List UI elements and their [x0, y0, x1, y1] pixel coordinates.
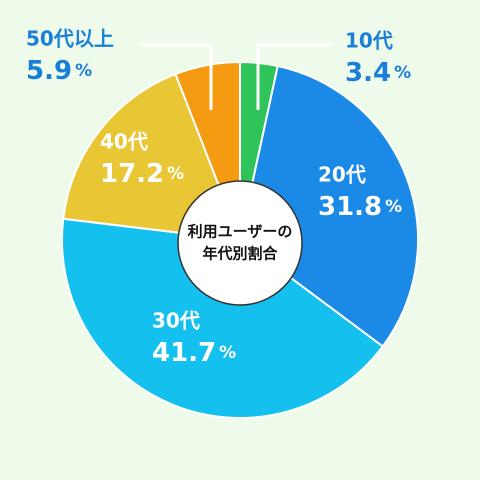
value-number: 3.4 — [345, 58, 391, 88]
center-title: 利用ユーザーの — [188, 223, 293, 241]
leader-line — [140, 43, 213, 110]
category-label: 30代 — [152, 309, 200, 333]
center-circle — [177, 180, 303, 306]
value-number: 17.2 — [100, 159, 164, 189]
value-label: 31.8% — [318, 192, 402, 222]
value-unit: % — [219, 343, 236, 363]
value-label: 41.7% — [152, 338, 236, 368]
value-number: 31.8 — [318, 192, 382, 222]
category-label: 20代 — [318, 163, 366, 187]
center-title: 年代別割合 — [202, 245, 278, 263]
value-label: 17.2% — [100, 159, 184, 189]
value-label: 3.4% — [345, 58, 411, 88]
value-label: 5.9% — [26, 56, 92, 86]
value-unit: % — [75, 61, 92, 81]
pie-slice — [238, 64, 419, 348]
category-label: 40代 — [100, 130, 148, 154]
pie-slice — [61, 217, 385, 419]
category-label: 10代 — [345, 29, 393, 53]
leader-line — [256, 43, 332, 110]
value-number: 41.7 — [152, 338, 216, 368]
value-number: 5.9 — [26, 56, 72, 86]
value-unit: % — [167, 164, 184, 184]
category-label: 50代以上 — [26, 27, 114, 51]
value-unit: % — [394, 63, 411, 83]
value-unit: % — [385, 197, 402, 217]
